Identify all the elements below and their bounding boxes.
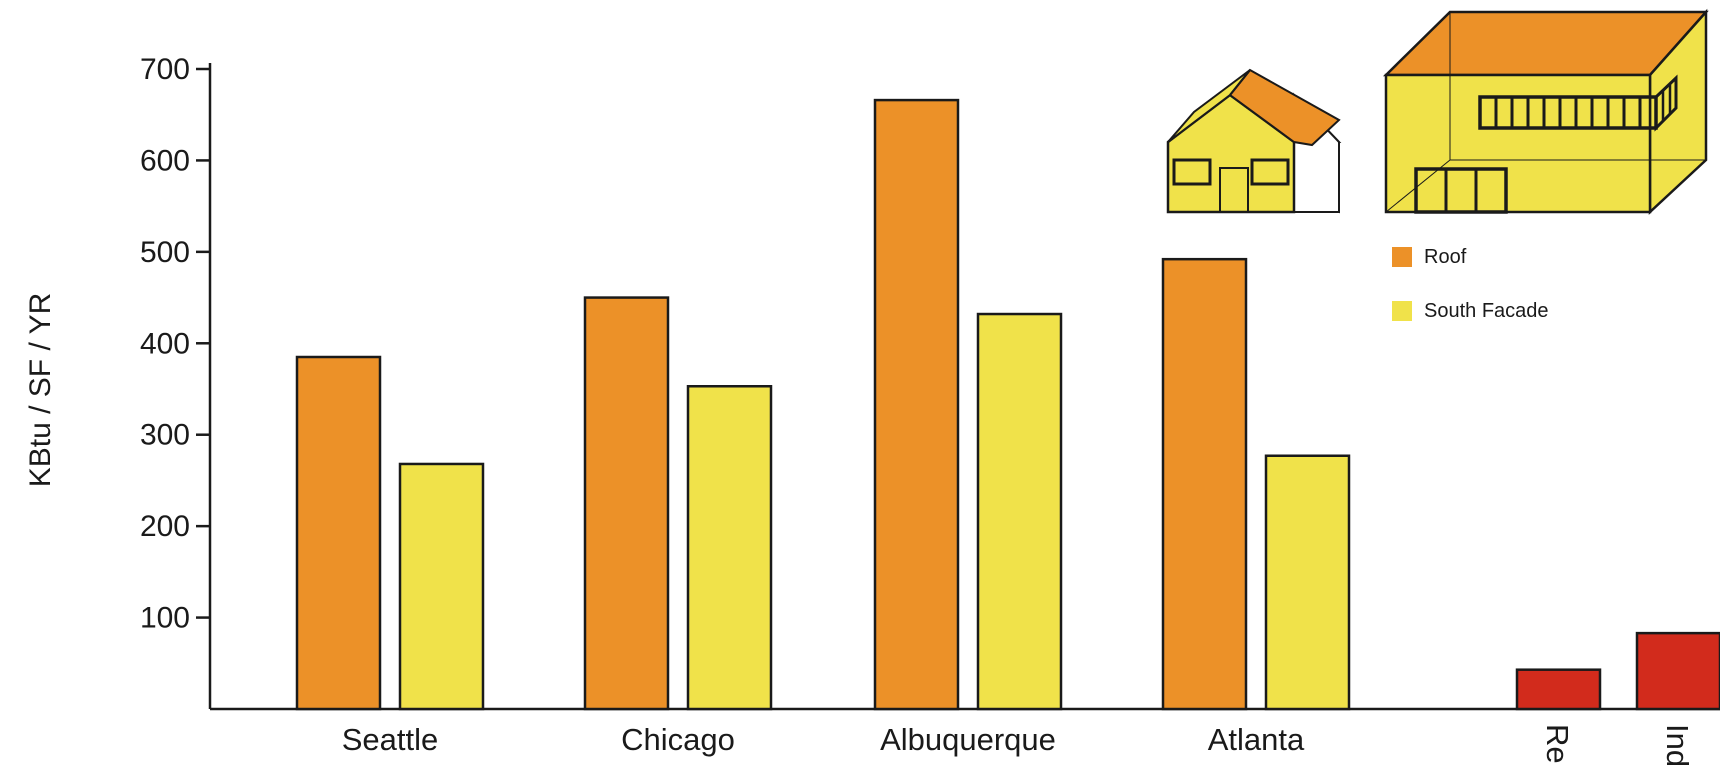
y-tick-label: 300 — [140, 419, 190, 452]
y-tick-label: 200 — [140, 510, 190, 543]
bar-extra-re — [1515, 668, 1602, 711]
y-tick-label: 600 — [140, 144, 190, 177]
y-tick-label: 400 — [140, 327, 190, 360]
x-category-label: Re — [1540, 724, 1575, 764]
bar-south-facade-albuquerque — [976, 312, 1063, 711]
x-category-label: Seattle — [342, 722, 439, 757]
y-axis-label: KBtu / SF / YR — [24, 293, 57, 488]
warehouse-illustration — [1382, 8, 1709, 215]
legend-label-roof: Roof — [1424, 246, 1467, 268]
legend-swatch-south-facade — [1392, 301, 1412, 321]
warehouse-doors — [1414, 167, 1508, 214]
x-category-label: Chicago — [621, 722, 735, 757]
y-tick-label: 100 — [140, 602, 190, 635]
legend-label-south-facade: South Facade — [1424, 300, 1549, 322]
bar-roof-albuquerque — [873, 98, 960, 711]
bar-roof-seattle — [295, 355, 382, 711]
house-illustration — [1166, 68, 1342, 214]
bar-south-facade-chicago — [686, 385, 773, 711]
x-category-label: Albuquerque — [880, 722, 1056, 757]
warehouse-side-windows — [1654, 74, 1678, 132]
bar-extra-ind — [1635, 631, 1720, 711]
bars — [295, 98, 1720, 711]
x-category-label: Atlanta — [1208, 722, 1305, 757]
bar-south-facade-seattle — [398, 462, 485, 711]
legend-swatch-roof — [1392, 247, 1412, 267]
door-frame — [1414, 167, 1508, 214]
bar-roof-chicago — [583, 296, 670, 711]
category-labels: Seattle Chicago Albuquerque Atlanta Re Ind — [342, 722, 1695, 765]
legend: Roof South Facade — [1392, 246, 1549, 322]
bar-south-facade-atlanta — [1264, 454, 1351, 711]
x-category-label: Ind — [1660, 724, 1695, 765]
bar-roof-atlanta — [1161, 257, 1248, 711]
y-ticks: 100 200 300 400 500 600 700 — [140, 53, 210, 635]
y-tick-label: 700 — [140, 53, 190, 86]
y-tick-label: 500 — [140, 236, 190, 269]
